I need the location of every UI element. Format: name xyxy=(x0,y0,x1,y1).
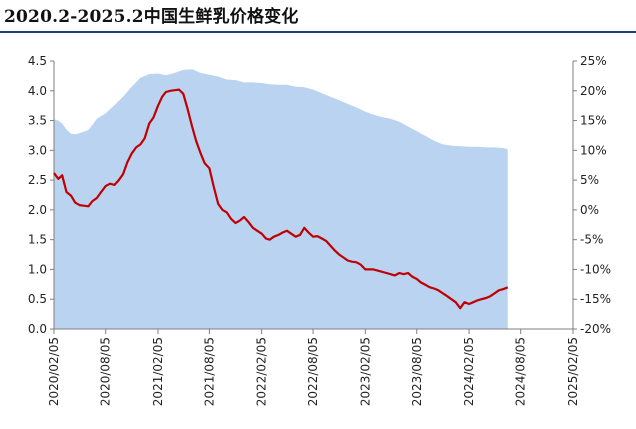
y-left-tick-label: 4.5 xyxy=(28,54,47,68)
area-series-layer xyxy=(54,69,508,330)
y-right-tick-label: 20% xyxy=(580,84,607,98)
y-left-tick-label: 0.0 xyxy=(28,322,47,336)
y-right-tick-label: -20% xyxy=(580,322,611,336)
x-tick-label: 2020/08/05 xyxy=(99,337,113,406)
x-tick-label: 2024/02/05 xyxy=(462,337,476,406)
title-rule xyxy=(0,31,636,33)
y-left-tick-label: 2.0 xyxy=(28,203,47,217)
y-left-tick-label: 1.5 xyxy=(28,233,47,247)
y-left-tick-label: 4.0 xyxy=(28,84,47,98)
y-right-tick-label: 0% xyxy=(580,203,599,217)
y-right-tick-label: 15% xyxy=(580,114,607,128)
x-tick-label: 2022/02/05 xyxy=(255,337,269,406)
y-right-tick-label: -10% xyxy=(580,262,611,276)
x-tick-label: 2022/08/05 xyxy=(306,337,320,406)
line-series-0 xyxy=(53,88,509,310)
x-tick-label: 2021/02/05 xyxy=(151,337,165,406)
y-left-tick-label: 3.0 xyxy=(28,143,47,157)
x-tick-label: 2021/08/05 xyxy=(202,337,216,406)
x-tick-label: 2023/02/05 xyxy=(358,337,372,406)
chart-title: 2020.2-2025.2中国生鲜乳价格变化 xyxy=(4,7,299,27)
y-left-tick-label: 0.5 xyxy=(28,292,47,306)
y-right-tick-label: -15% xyxy=(580,292,611,306)
area-series-1 xyxy=(54,69,508,330)
line-series-layer xyxy=(53,88,509,310)
y-right-tick-label: 10% xyxy=(580,143,607,157)
x-tick-label: 2025/02/05 xyxy=(566,337,580,406)
x-tick-label: 2023/08/05 xyxy=(410,337,424,406)
x-tick-label: 2024/08/05 xyxy=(514,337,528,406)
y-left-tick-label: 3.5 xyxy=(28,114,47,128)
y-right-tick-label: 5% xyxy=(580,173,599,187)
y-left-tick-label: 2.5 xyxy=(28,173,47,187)
x-tick-label: 2020/02/05 xyxy=(47,337,61,406)
y-left-tick-label: 1.0 xyxy=(28,262,47,276)
tick-labels: 0.0 0.5 1.0 1.5 2.0 2.5 3.0 3.5 4.0 4.5 -20% -15% -1… xyxy=(28,54,611,406)
y-right-tick-label: -5% xyxy=(580,233,603,247)
y-right-tick-label: 25% xyxy=(580,54,607,68)
axes xyxy=(50,60,577,334)
